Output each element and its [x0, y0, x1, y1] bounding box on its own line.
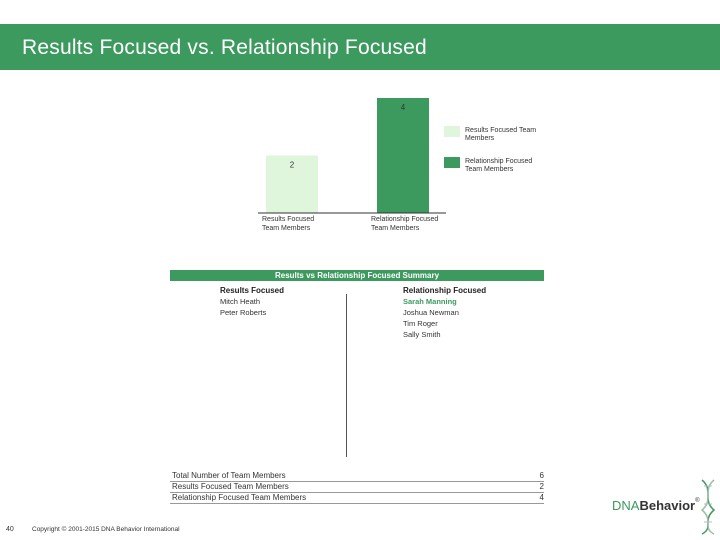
bar-1 — [377, 98, 429, 213]
copyright-text: Copyright © 2001-2015 DNA Behavior Inter… — [32, 526, 180, 533]
legend-label-0-1: Members — [465, 135, 495, 142]
title-bar: Results Focused vs. Relationship Focused — [0, 24, 720, 70]
left-column-heading: Results Focused — [220, 286, 285, 295]
totals-value-1: 2 — [539, 482, 544, 491]
legend-label-1-0: Relationship Focused — [465, 158, 532, 165]
summary-header: Results vs Relationship Focused Summary — [170, 270, 544, 281]
right-column-heading: Relationship Focused — [403, 286, 487, 295]
tick-label-0-1: Team Members — [262, 225, 311, 232]
tick-label-0-0: Results Focused — [262, 216, 314, 223]
legend-swatch-1 — [444, 157, 460, 168]
logo-dna: DNA — [612, 498, 640, 513]
logo-registered: ® — [695, 498, 700, 504]
page-number: 40 — [6, 526, 14, 533]
legend-label-0-0: Results Focused Team — [465, 127, 536, 134]
tick-label-1-0: Relationship Focused — [371, 216, 438, 223]
data-label-0: 2 — [290, 161, 295, 170]
relationship-focused-name-1: Joshua Newman — [403, 308, 459, 317]
dna-behavior-logo: DNABehavior® — [612, 498, 700, 513]
totals-value-2: 4 — [539, 493, 544, 502]
totals-label-2: Relationship Focused Team Members — [172, 493, 307, 502]
results-focused-name-0: Mitch Heath — [220, 297, 261, 306]
column-divider — [346, 294, 347, 457]
bar-0 — [266, 155, 318, 213]
tick-label-1-1: Team Members — [371, 225, 420, 232]
relationship-focused-name-0: Sarah Manning — [403, 297, 457, 306]
data-label-1: 4 — [401, 103, 406, 112]
relationship-focused-name-3: Sally Smith — [403, 330, 441, 339]
totals-row-0: Total Number of Team Members 6 — [170, 471, 544, 482]
legend-label-1-1: Team Members — [465, 166, 514, 173]
relationship-focused-name-2: Tim Roger — [403, 319, 438, 328]
logo-behavior: Behavior — [639, 498, 696, 513]
results-focused-name-1: Peter Roberts — [220, 308, 267, 317]
totals-value-0: 6 — [539, 471, 544, 480]
totals-row-1: Results Focused Team Members 2 — [170, 482, 544, 493]
totals-label-1: Results Focused Team Members — [172, 482, 289, 491]
legend-swatch-0 — [444, 126, 460, 137]
totals-label-0: Total Number of Team Members — [172, 471, 286, 480]
totals-row-2: Relationship Focused Team Members 4 — [170, 493, 544, 504]
dna-helix-icon — [700, 479, 716, 535]
page-title: Results Focused vs. Relationship Focused — [22, 36, 427, 59]
